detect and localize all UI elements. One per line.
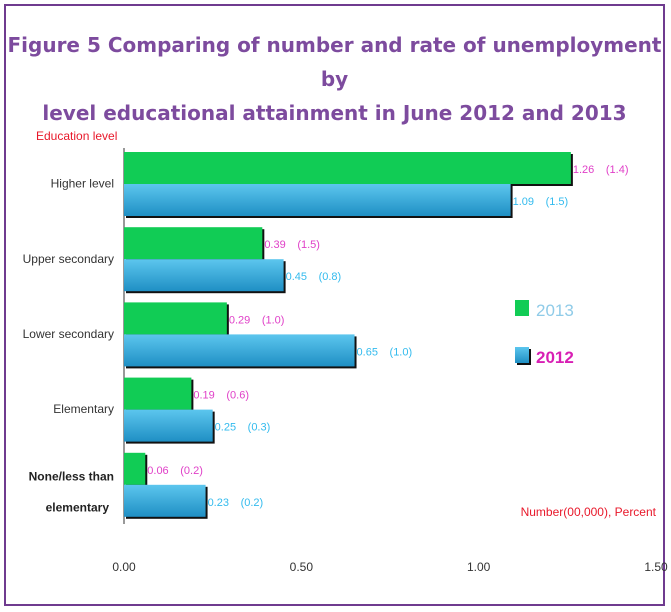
title-line-2: level educational attainment in June 201… <box>42 101 627 125</box>
rate-label-2013-upper-secondary: (1.5) <box>297 239 320 251</box>
legend-swatch-2013 <box>515 300 529 316</box>
rate-label-2012-upper-secondary: (0.8) <box>319 271 342 283</box>
y-axis-title: Education level <box>36 129 117 143</box>
rate-label-2013-higher-level: (1.4) <box>606 164 629 176</box>
data-label-2013-higher-level: 1.26 <box>573 164 594 176</box>
x-axis-title: Number(00,000), Percent <box>521 505 657 519</box>
category-label-none-less-than-elementary-line2: elementary <box>46 500 110 514</box>
data-label-2013-none-less-than-elementary: 0.06 <box>147 465 168 477</box>
bar-2013-lower-secondary <box>124 302 227 335</box>
bar-2012-lower-secondary <box>124 334 355 367</box>
category-label-none-less-than-elementary: None/less than <box>29 469 114 483</box>
legend-swatch-2012 <box>515 347 529 363</box>
data-label-2012-higher-level: 1.09 <box>513 196 534 208</box>
bar-2012-none-less-than-elementary <box>124 484 206 517</box>
category-label-elementary: Elementary <box>53 402 114 416</box>
data-label-2012-upper-secondary: 0.45 <box>286 271 307 283</box>
x-tick-label: 0.50 <box>290 560 314 574</box>
x-tick-label: 1.50 <box>644 560 668 574</box>
category-label-higher-level: Higher level <box>51 177 114 191</box>
x-tick-label: 1.00 <box>467 560 491 574</box>
data-label-2013-elementary: 0.19 <box>193 390 214 402</box>
rate-label-2012-higher-level: (1.5) <box>546 196 569 208</box>
bar-2012-higher-level <box>124 184 511 216</box>
figure-title: Figure 5 Comparing of number and rate of… <box>4 28 665 130</box>
figure-frame <box>4 4 665 606</box>
rate-label-2012-lower-secondary: (1.0) <box>390 346 413 358</box>
legend-label-2013: 2013 <box>536 301 574 320</box>
rate-label-2013-none-less-than-elementary: (0.2) <box>180 465 203 477</box>
category-label-lower-secondary: Lower secondary <box>23 327 114 341</box>
category-label-upper-secondary: Upper secondary <box>23 252 114 266</box>
data-label-2012-lower-secondary: 0.65 <box>357 346 378 358</box>
data-label-2012-none-less-than-elementary: 0.23 <box>208 497 229 509</box>
bar-2013-upper-secondary <box>124 227 263 260</box>
data-label-2012-elementary: 0.25 <box>215 422 236 434</box>
rate-label-2013-elementary: (0.6) <box>226 390 249 402</box>
data-label-2013-upper-secondary: 0.39 <box>264 239 285 251</box>
bar-2012-upper-secondary <box>124 259 284 292</box>
bar-2012-elementary <box>124 409 213 442</box>
legend-label-2012: 2012 <box>536 348 574 367</box>
x-tick-label: 0.00 <box>112 560 136 574</box>
bar-2013-higher-level <box>124 152 571 184</box>
data-label-2013-lower-secondary: 0.29 <box>229 314 250 326</box>
rate-label-2013-lower-secondary: (1.0) <box>262 314 285 326</box>
rate-label-2012-none-less-than-elementary: (0.2) <box>241 497 264 509</box>
bar-2013-elementary <box>124 377 192 410</box>
rate-label-2012-elementary: (0.3) <box>248 422 271 434</box>
bar-2013-none-less-than-elementary <box>124 452 146 485</box>
title-line-1: Figure 5 Comparing of number and rate of… <box>7 33 662 91</box>
